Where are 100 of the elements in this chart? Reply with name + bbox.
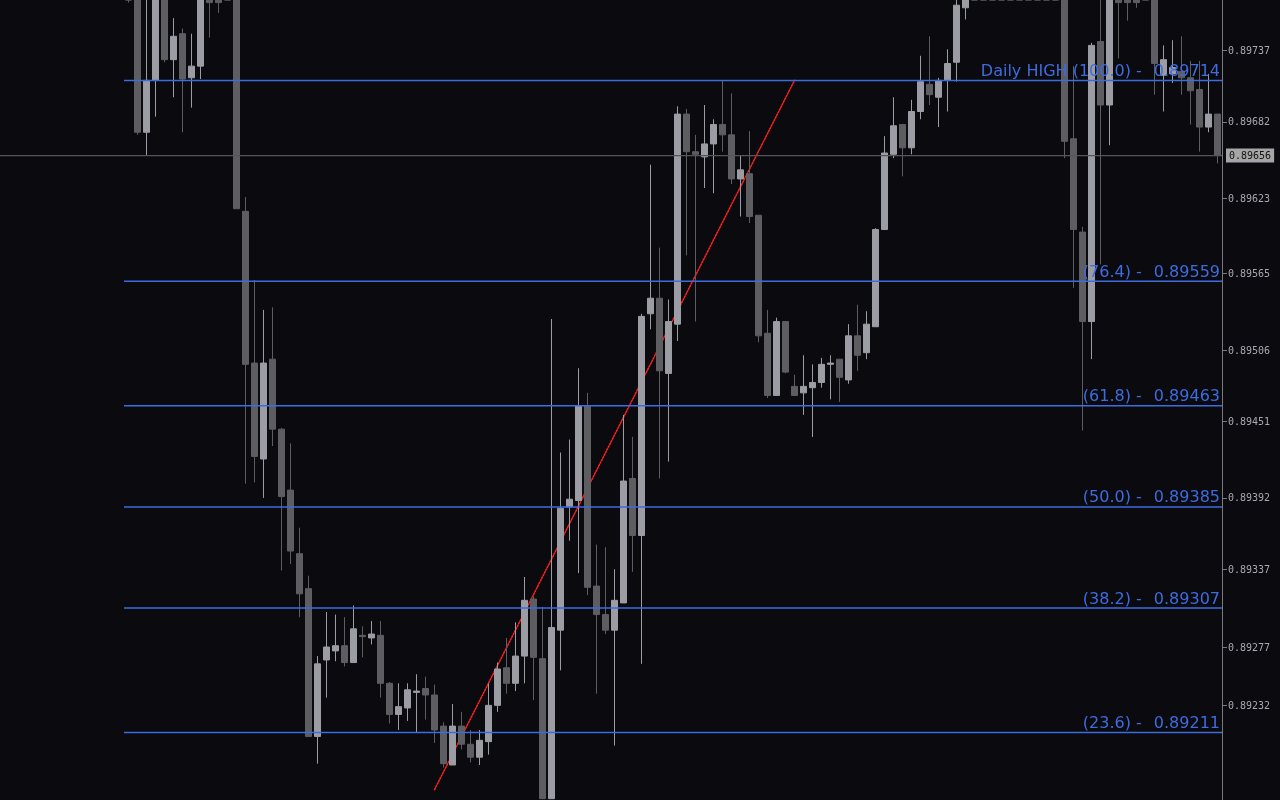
candlestick [1124, 0, 1131, 22]
candlestick [629, 436, 636, 573]
candlestick [1133, 0, 1140, 9]
annotation: (38.2) - [1082, 588, 1142, 608]
y-tick-label: 0.89337 [1228, 563, 1271, 575]
candlestick [1079, 226, 1086, 431]
candlestick [917, 55, 924, 120]
candlestick [845, 323, 852, 385]
ref-line-label: 0.89559 [1153, 261, 1220, 281]
candlestick [710, 118, 717, 194]
candlestick [863, 310, 870, 360]
annotation: (23.6) - [1082, 713, 1142, 733]
y-tick-label: 0.89623 [1228, 192, 1271, 204]
candlestick [359, 625, 366, 658]
candlestick [737, 155, 744, 218]
candlestick [827, 354, 834, 400]
annotation: (50.0) - [1082, 487, 1142, 507]
candlestick [314, 655, 321, 765]
y-tick-label: 0.89565 [1228, 268, 1271, 280]
candlestick [278, 427, 285, 571]
candlestick [944, 48, 951, 113]
candlestick [422, 676, 429, 721]
candlestick [305, 575, 312, 737]
candlestick [377, 620, 384, 699]
candlestick [134, 0, 141, 136]
ref-line-label: 0.89656 [1229, 150, 1272, 162]
candlestick [809, 363, 816, 438]
candlestick [395, 682, 402, 731]
candlestick [665, 299, 672, 463]
y-tick-label: 0.89451 [1228, 415, 1271, 427]
candlestick [170, 17, 177, 98]
y-tick-label: 0.89737 [1228, 45, 1271, 57]
candlestick [926, 35, 933, 106]
candlestick [890, 96, 897, 159]
candlestick [836, 358, 843, 403]
candlestick [251, 279, 258, 483]
candlestick [584, 392, 591, 596]
candlestick [791, 374, 798, 396]
ref-line-label: 0.89385 [1153, 487, 1220, 507]
candlestick [800, 354, 807, 416]
ref-line-label: 0.89307 [1153, 588, 1220, 608]
candlestick [368, 620, 375, 645]
candlestick [962, 0, 969, 20]
candlestick [188, 33, 195, 109]
candlestick [503, 637, 510, 695]
candlestick [935, 77, 942, 128]
candlestick [1115, 0, 1122, 59]
candlestick [467, 729, 474, 763]
candlestick [404, 682, 411, 722]
ref-line-label: 0.89211 [1153, 713, 1220, 733]
candlestick [719, 79, 726, 153]
candlestick [152, 0, 159, 118]
candlestick [881, 135, 888, 230]
candlestick [476, 729, 483, 766]
candlestick [548, 318, 555, 800]
candlestick [296, 527, 303, 618]
candlestick [638, 313, 645, 665]
candlestick [287, 442, 294, 565]
y-tick-label: 0.89392 [1228, 492, 1271, 504]
candlestick [953, 0, 960, 83]
candlestick [908, 99, 915, 155]
candlestick [575, 367, 582, 574]
candlestick [386, 681, 393, 724]
candlestick [179, 28, 186, 133]
candlestick [521, 576, 528, 684]
candlestick [782, 321, 789, 374]
candlestick [350, 605, 357, 664]
candlestick [332, 614, 339, 662]
candlestick [818, 357, 825, 389]
candlestick [764, 309, 771, 399]
candlestick [494, 662, 501, 713]
candlestick [530, 595, 537, 701]
candlestick [566, 439, 573, 542]
candlestick [449, 703, 456, 766]
annotation: (61.8) - [1082, 386, 1142, 406]
y-tick-label: 0.89232 [1228, 699, 1271, 711]
candlestick [872, 227, 879, 328]
candlestick [206, 0, 213, 39]
candlestick [674, 105, 681, 342]
candlestick [197, 0, 204, 80]
candlestick [602, 546, 609, 635]
candlestick [656, 247, 663, 479]
candlestick [512, 621, 519, 692]
candlestick [485, 682, 492, 756]
y-tick-label: 0.89277 [1228, 641, 1271, 653]
candlestick [215, 0, 222, 14]
candlestick [557, 452, 564, 671]
candlestick [647, 164, 654, 330]
candlestick [854, 304, 861, 372]
y-tick-label: 0.89506 [1228, 344, 1271, 356]
candlestick [773, 317, 780, 396]
candlestick [431, 684, 438, 744]
candlestick [161, 0, 168, 63]
y-tick-label: 0.89682 [1228, 116, 1271, 128]
candlestick [440, 721, 447, 769]
candlestick [611, 568, 618, 747]
candlestick [755, 214, 762, 343]
candlestick [701, 104, 708, 189]
candlestick [413, 673, 420, 734]
candlestick [341, 616, 348, 667]
